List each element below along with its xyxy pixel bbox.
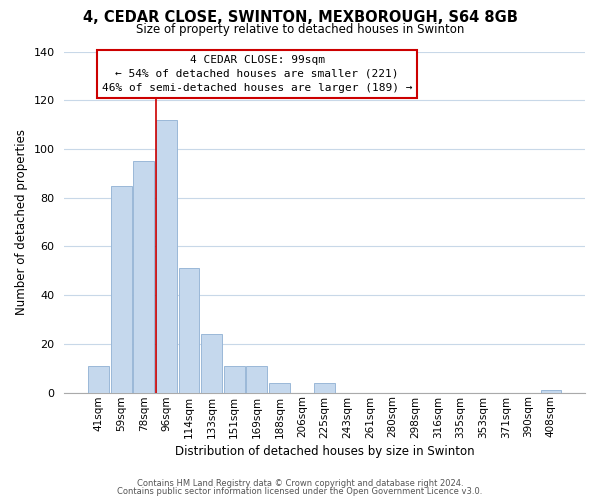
Bar: [314, 383, 335, 392]
Bar: [269, 383, 290, 392]
Text: 4 CEDAR CLOSE: 99sqm
← 54% of detached houses are smaller (221)
46% of semi-deta: 4 CEDAR CLOSE: 99sqm ← 54% of detached h…: [102, 55, 412, 93]
Bar: [201, 334, 222, 392]
Bar: [247, 366, 267, 392]
Bar: [224, 366, 245, 392]
Text: 4, CEDAR CLOSE, SWINTON, MEXBOROUGH, S64 8GB: 4, CEDAR CLOSE, SWINTON, MEXBOROUGH, S64…: [83, 10, 517, 25]
Bar: [179, 268, 199, 392]
Bar: [133, 161, 154, 392]
Bar: [88, 366, 109, 392]
Y-axis label: Number of detached properties: Number of detached properties: [15, 129, 28, 315]
Bar: [110, 186, 131, 392]
Text: Size of property relative to detached houses in Swinton: Size of property relative to detached ho…: [136, 22, 464, 36]
Bar: [541, 390, 562, 392]
Bar: [156, 120, 177, 392]
Text: Contains public sector information licensed under the Open Government Licence v3: Contains public sector information licen…: [118, 488, 482, 496]
X-axis label: Distribution of detached houses by size in Swinton: Distribution of detached houses by size …: [175, 444, 475, 458]
Text: Contains HM Land Registry data © Crown copyright and database right 2024.: Contains HM Land Registry data © Crown c…: [137, 478, 463, 488]
